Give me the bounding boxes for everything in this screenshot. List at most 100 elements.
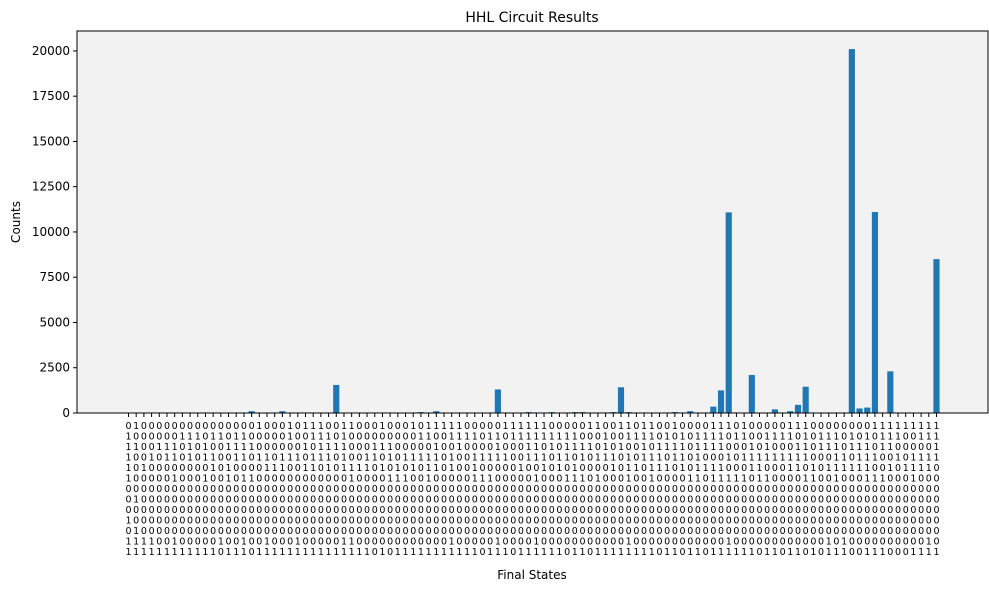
y-tick-label-6: 15000 [32,134,70,148]
bar-64 [617,387,625,413]
y-axis-label: Counts [9,201,23,243]
plot-area [77,31,988,413]
bar-27 [333,384,340,413]
x-axis-label: Final States [497,568,567,582]
bar-96 [864,407,871,413]
y-axis: 0 2500 5000 7500 10000 12500 15000 17500 20000 [32,44,77,420]
y-tick-label-4: 10000 [32,225,70,239]
bar-94 [848,49,855,413]
bar-48 [494,389,501,413]
bar-105 [933,259,940,413]
bar-77 [717,390,725,413]
bar-97 [871,212,879,413]
y-tick-label-3: 7500 [39,270,70,284]
y-tick-label-5: 12500 [32,180,70,194]
x-axis: 0 1 1 1 1 1 0 0 0 1 0 1 11 0 1 0 0 0 0 1 0 0 1 1 10 0 0 0 1 0 0 0 0 0 0 1 10… [125,413,940,558]
bar-88 [802,386,809,413]
bar-20 [279,411,286,413]
y-tick-label-0: 0 [62,406,70,420]
y-tick-label-2: 5000 [39,315,70,329]
bar-95 [856,408,863,413]
bar-99 [887,371,894,413]
bar-84 [771,409,778,413]
y-tick-label-7: 17500 [32,89,70,103]
chart-title: HHL Circuit Results [465,10,598,26]
